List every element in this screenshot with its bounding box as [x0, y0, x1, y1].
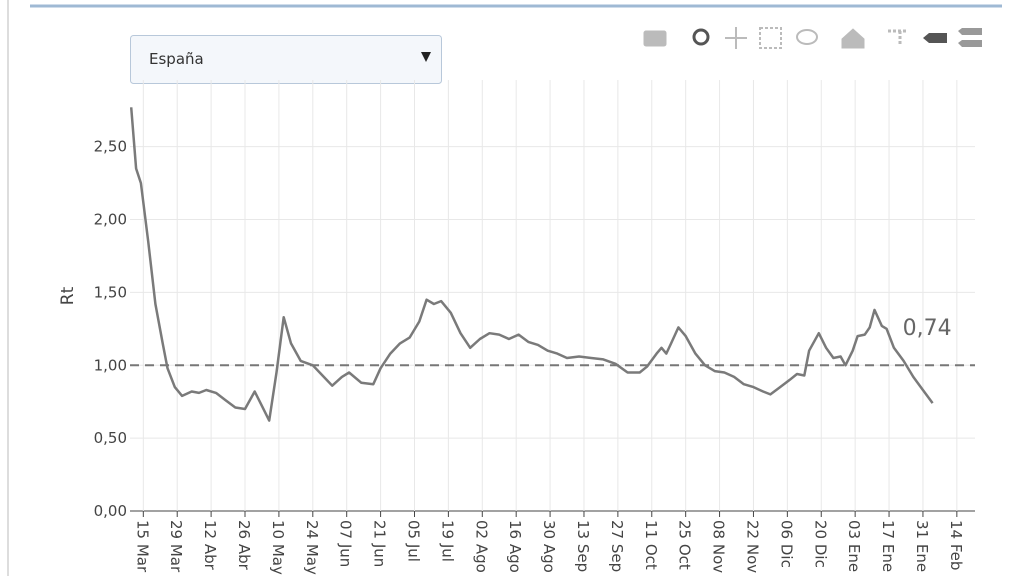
x-tick-label: 05 Jul [404, 520, 422, 562]
y-tick-label: 0,00 [94, 502, 127, 520]
dropdown-label[interactable]: España [149, 50, 204, 68]
plot-area: 0,00 0,50 1,00 1,50 2,00 2,50 15 Mar 29 Mar 12 A… [94, 80, 975, 575]
annotation: 0,74 [903, 316, 952, 341]
y-tick-label: 1,50 [94, 283, 127, 301]
x-tick-label: 19 Jul [438, 520, 456, 562]
x-tick-label: 31 Ene [913, 520, 931, 572]
x-tick-label: 27 Sep [608, 520, 626, 572]
x-tick-label: 26 Abr [235, 520, 253, 571]
x-tick-label: 11 Oct [642, 520, 660, 570]
y-tick-label: 2,00 [94, 211, 127, 229]
x-tick-label: 07 Jun [337, 520, 355, 567]
x-tick-label: 17 Ene [879, 520, 897, 572]
home-icon[interactable] [841, 28, 865, 49]
x-tick-label: 02 Ago [472, 520, 490, 573]
y-tick-label: 0,50 [94, 429, 127, 447]
x-tick-label: 10 May [269, 520, 287, 575]
x-tick-label: 25 Oct [676, 520, 694, 570]
x-tick-label: 15 Mar [133, 520, 151, 573]
dropdown[interactable]: España [130, 35, 442, 84]
camera-icon[interactable] [643, 30, 667, 47]
x-tick-label: 16 Ago [506, 520, 524, 573]
pan-icon[interactable] [725, 27, 747, 49]
zoom-icon[interactable] [692, 28, 710, 46]
x-tick-label: 24 May [303, 520, 321, 575]
x-tick-label: 21 Jun [371, 520, 389, 567]
dropdown-box[interactable] [130, 35, 442, 84]
x-tick-label: 29 Mar [167, 520, 185, 573]
x-tick-label: 30 Ago [540, 520, 558, 573]
dropdown-arrow[interactable] [421, 52, 431, 62]
x-tick-label: 14 Feb [947, 520, 965, 570]
x-tick-label: 12 Abr [201, 520, 219, 571]
lasso-icon[interactable] [796, 29, 818, 45]
y-axis-title: Rt [58, 286, 78, 305]
select-icon[interactable] [759, 27, 782, 49]
spike-icon[interactable] [888, 29, 906, 46]
hover-compare-icon[interactable] [958, 28, 982, 47]
data-line [129, 107, 934, 422]
x-tick-label: 22 Nov [743, 520, 761, 573]
y-tick-label: 1,00 [94, 356, 127, 374]
x-tick-label: 03 Ene [845, 520, 863, 572]
hover-closest-icon[interactable] [923, 33, 947, 43]
x-tick-label: 20 Dic [811, 520, 829, 568]
x-tick-label: 08 Nov [710, 520, 728, 573]
y-tick-label: 2,50 [94, 138, 127, 156]
x-tick-label: 06 Dic [777, 520, 795, 568]
x-tick-label: 13 Sep [574, 520, 592, 572]
toolbar [643, 27, 982, 49]
